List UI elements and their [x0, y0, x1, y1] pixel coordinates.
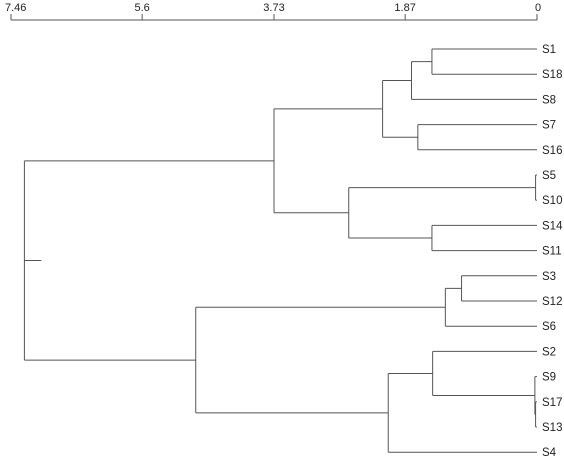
leaf-label: S6 [542, 321, 556, 333]
leaf-label: S2 [542, 346, 556, 358]
leaf-labels: S1 S18 S8 S7 S16 S5 S10 S14 S11 S3 S12 S6 S2 S9 S17 S13… [542, 44, 563, 458]
axis-tick-label: 1.87 [394, 2, 415, 14]
leaf-label: S10 [542, 195, 562, 207]
leaf-label: S17 [542, 397, 562, 409]
leaf-label: S13 [542, 422, 562, 434]
leaf-label: S14 [542, 220, 563, 232]
leaf-label: S18 [542, 69, 562, 81]
dendrogram-tree [23, 48, 537, 453]
leaf-label: S9 [542, 372, 556, 384]
axis-tick-label: 7.46 [5, 2, 26, 14]
axis-tick-label: 0 [535, 2, 541, 14]
leaf-label: S12 [542, 296, 562, 308]
leaf-label: S4 [542, 447, 557, 458]
leaf-label: S3 [542, 271, 556, 283]
distance-axis: 7.46 5.6 3.73 1.87 0 [5, 2, 541, 21]
axis-tick-label: 5.6 [134, 2, 149, 14]
axis-tick-label: 3.73 [263, 2, 284, 14]
leaf-label: S7 [542, 120, 556, 132]
leaf-label: S11 [542, 246, 562, 258]
leaf-label: S16 [542, 145, 562, 157]
leaf-label: S5 [542, 170, 556, 182]
leaf-label: S8 [542, 94, 556, 106]
leaf-label: S1 [542, 44, 556, 56]
